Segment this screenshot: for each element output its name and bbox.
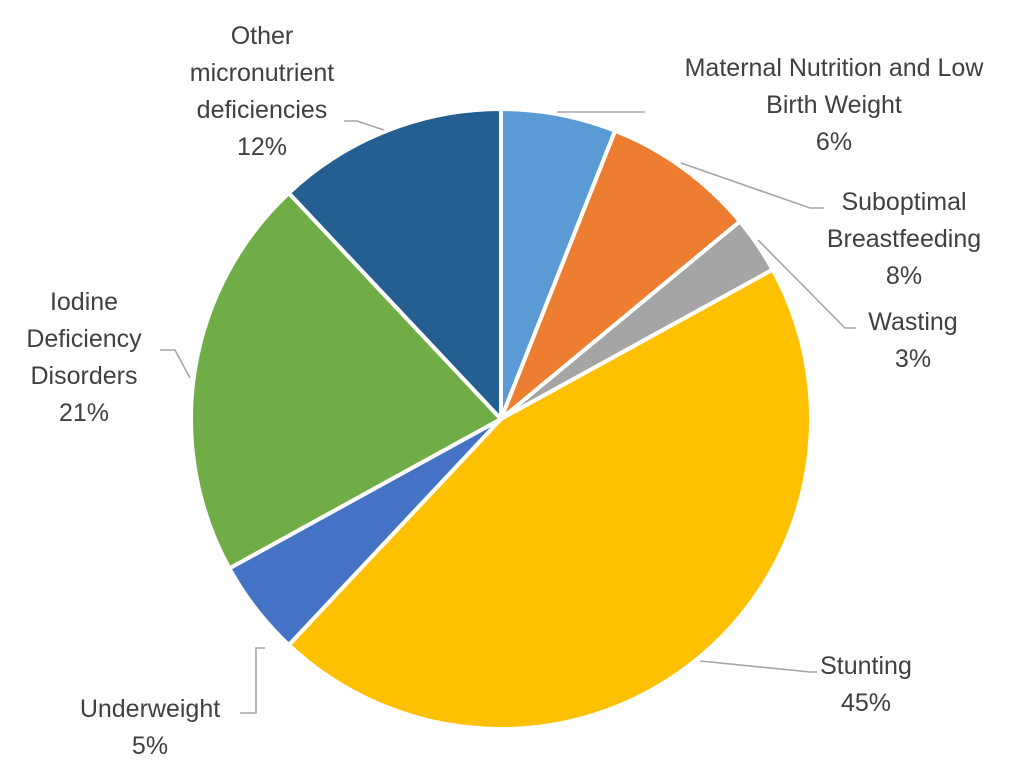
data-label-other-micronutrient-deficiencies: Other micronutrient deficiencies 12% xyxy=(190,22,335,161)
data-label-category: micronutrient xyxy=(190,59,335,87)
leader-line-stunting xyxy=(699,660,817,673)
leader-line-suboptimal-breastfeeding xyxy=(680,162,824,209)
data-label-category: Iodine xyxy=(50,288,118,316)
data-label-category: Suboptimal xyxy=(841,188,966,216)
data-labels: Maternal Nutrition and Low Birth Weight 6%… xyxy=(26,22,984,760)
data-label-percent: 6% xyxy=(816,128,852,156)
data-label-category: deficiencies xyxy=(197,96,328,124)
pie-slice-other-micronutrient-deficiencies xyxy=(286,107,503,421)
data-label-category: Maternal Nutrition and Low xyxy=(685,54,985,82)
pie-slice-iodine-deficiency-disorders xyxy=(189,191,503,571)
data-label-iodine-deficiency-disorders: Iodine Deficiency Disorders 21% xyxy=(26,288,142,427)
data-label-suboptimal-breastfeeding: Suboptimal Breastfeeding 8% xyxy=(827,188,981,290)
data-label-percent: 3% xyxy=(895,345,931,373)
leader-line-underweight xyxy=(240,647,265,714)
data-label-percent: 12% xyxy=(237,133,287,161)
leader-line-iodine-deficiency-disorders xyxy=(160,349,191,379)
data-label-category: Other xyxy=(231,22,294,50)
data-label-percent: 45% xyxy=(841,689,891,717)
data-label-category: Deficiency xyxy=(26,325,142,353)
data-label-percent: 5% xyxy=(132,732,168,760)
leader-line-other-micronutrient-deficiencies xyxy=(344,120,385,131)
data-label-category: Disorders xyxy=(31,362,138,390)
pie-slice-suboptimal-breastfeeding xyxy=(499,128,742,421)
pie-slice-stunting xyxy=(286,267,813,732)
data-label-underweight: Underweight 5% xyxy=(80,695,220,760)
data-label-category: Underweight xyxy=(80,695,220,723)
pie-slices xyxy=(189,107,813,732)
data-label-category: Birth Weight xyxy=(766,91,902,119)
leader-lines xyxy=(160,111,856,714)
data-label-stunting: Stunting 45% xyxy=(820,652,912,717)
data-label-category: Breastfeeding xyxy=(827,225,981,253)
data-label-category: Wasting xyxy=(868,308,957,336)
data-label-wasting: Wasting 3% xyxy=(868,308,957,373)
data-label-percent: 8% xyxy=(886,262,922,290)
data-label-maternal-nutrition-and-low-birth-weight: Maternal Nutrition and Low Birth Weight 6% xyxy=(685,54,985,156)
data-label-percent: 21% xyxy=(59,399,109,427)
leader-line-wasting xyxy=(757,239,856,329)
data-label-category: Stunting xyxy=(820,652,912,680)
